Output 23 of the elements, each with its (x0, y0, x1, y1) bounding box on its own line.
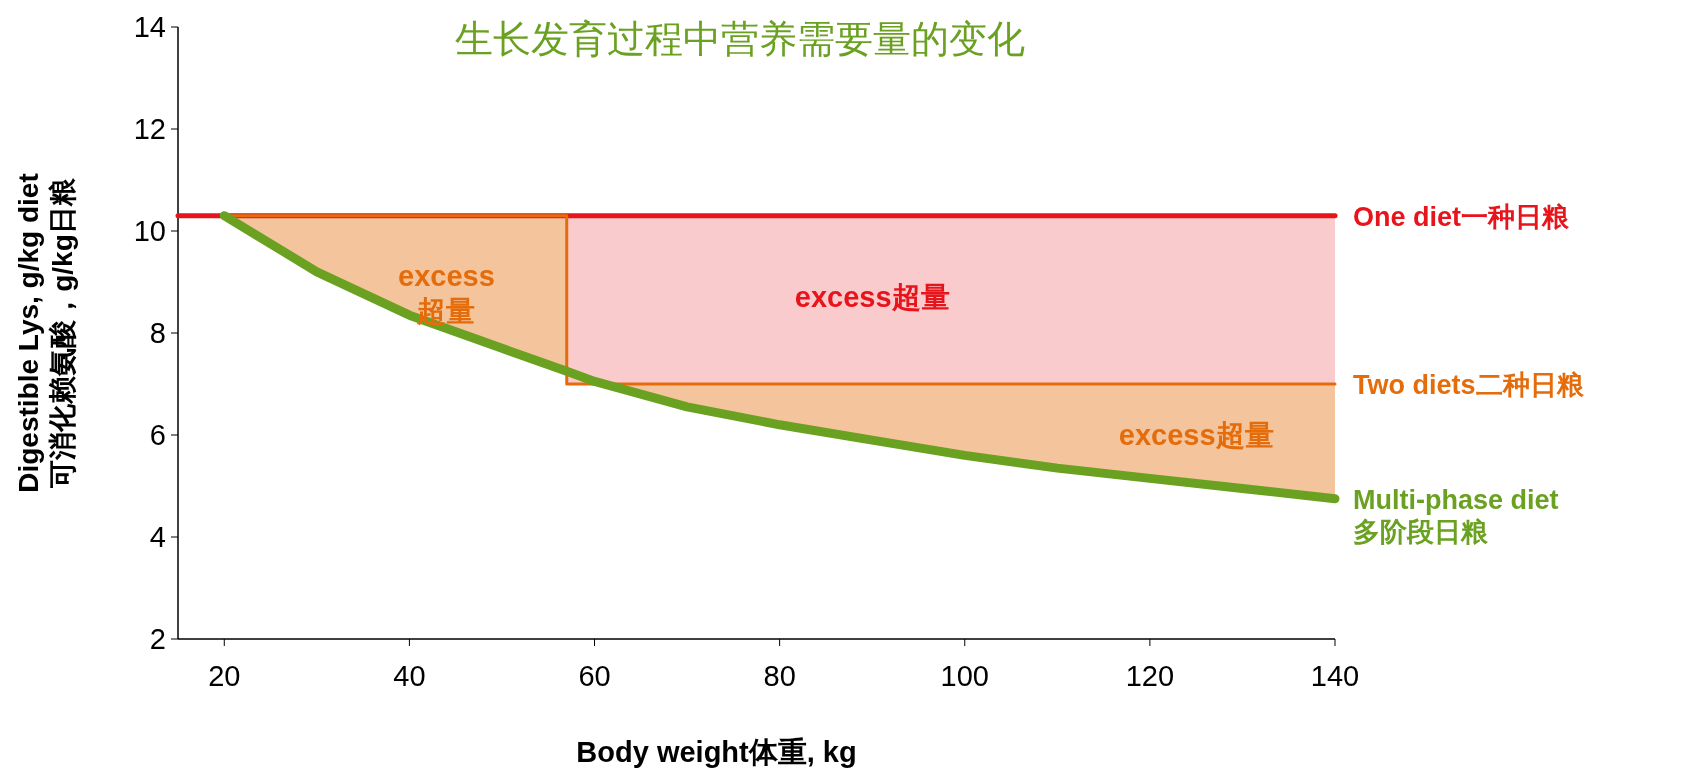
x-tick-label: 140 (1310, 660, 1360, 692)
y-tick-label: 2 (149, 623, 166, 655)
x-tick-label: 40 (393, 660, 426, 692)
chart-title: 生长发育过程中营养需要量的变化 (455, 18, 1025, 60)
annotation: excess超量 (794, 281, 950, 314)
series-label: One diet一种日粮 (1353, 201, 1571, 232)
annotation: excess超量 (1118, 419, 1274, 451)
y-tick-label: 4 (149, 521, 166, 553)
x-tick-label: 80 (763, 660, 796, 692)
series-label: Two diets二种日粮 (1353, 370, 1585, 400)
annotation: excess 超量 (398, 260, 495, 327)
y-axis-title: Digestible Lys, g/kg diet 可消化赖氨酸，g/kg日粮 (13, 173, 78, 493)
x-tick-label: 20 (208, 660, 241, 692)
y-tick-label: 14 (133, 11, 166, 43)
x-tick-label: 60 (578, 660, 611, 692)
y-tick-label: 10 (133, 215, 166, 247)
series-label: Multi-phase diet 多阶段日粮 (1353, 484, 1559, 548)
x-tick-label: 100 (940, 660, 989, 692)
y-tick-label: 6 (149, 419, 166, 451)
y-tick-label: 12 (133, 113, 166, 145)
y-tick-label: 8 (149, 317, 166, 349)
x-axis-title: Body weight体重, kg (576, 736, 857, 768)
x-tick-label: 120 (1125, 660, 1175, 692)
